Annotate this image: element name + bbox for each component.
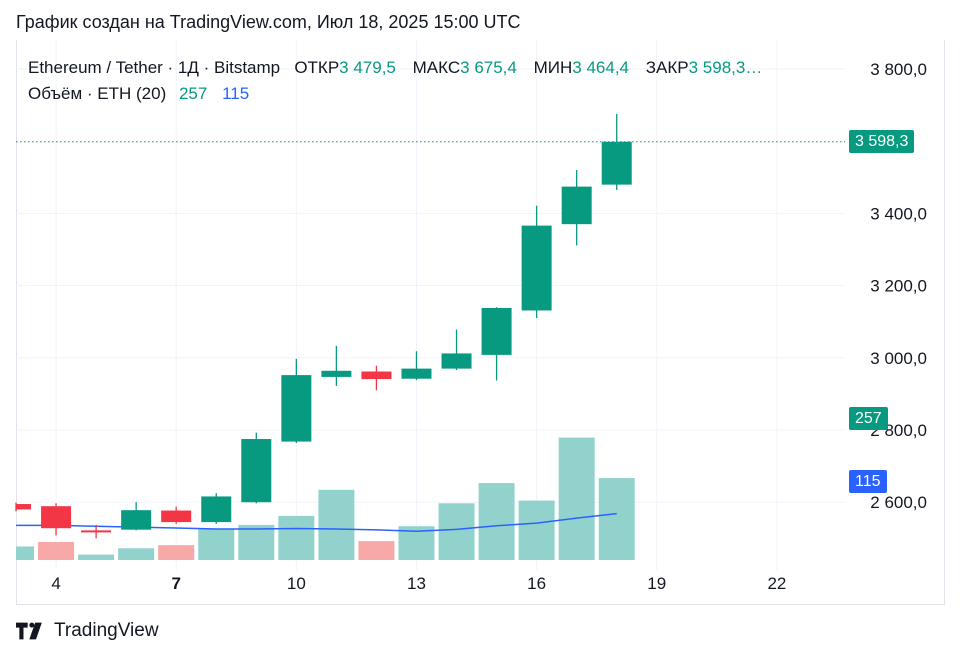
price-axis-label: 3 000,0 [870,349,927,368]
candle-body [241,439,272,503]
legend-open-value: 3 479,5 [339,58,396,77]
price-axis-label: 2 600,0 [870,493,927,512]
time-axis-label: 4 [51,574,60,593]
legend-low-value: 3 464,4 [572,58,630,77]
candle-body [201,496,232,523]
candle-up [281,358,312,443]
legend-low-label: МИН [533,58,573,77]
footer: TradingView [16,620,159,642]
candle-up [401,351,432,381]
time-axis: 4 7 10 13 16 19 22 [51,574,786,593]
time-axis-label: 22 [767,574,786,593]
candle-down [161,506,192,524]
candle-down [361,365,392,391]
candle-body [561,186,592,225]
candle-body [281,375,312,442]
candle-up [201,493,232,524]
volume-bar [318,489,355,560]
candle-up [241,432,272,504]
volume-bar [16,546,34,560]
candle-up [481,307,512,381]
candle-body [601,141,632,185]
candle-down [41,503,72,536]
candle-up [521,205,552,319]
volume-bar [38,542,75,560]
volume-legend-value: 257 [178,84,208,103]
candle-body [401,368,432,379]
legend-open-label: ОТКР [294,58,340,77]
volume-bar [158,545,195,560]
time-axis-label: 13 [407,574,426,593]
volume-legend: Объём · ETH (20) 257 115 [28,84,249,104]
volume-bar [278,515,315,560]
candle-body [321,370,352,377]
chart-caption: График создан на TradingView.com, Июл 18… [16,12,521,32]
candles [15,113,632,539]
candle-up [121,502,152,531]
candle-up [441,329,472,371]
price-axis-label: 3 400,0 [870,204,927,223]
legend-symbol[interactable]: Ethereum / Tether · 1Д · Bitstamp [28,58,281,77]
candle-body [441,353,472,369]
price-axis: 3 800,03 400,03 200,03 000,02 800,02 600… [870,60,927,512]
volume-bar [598,478,635,560]
time-axis-label: 19 [647,574,666,593]
candle-body [161,510,192,523]
time-axis-label: 7 [171,574,180,593]
price-axis-label: 3 200,0 [870,277,927,296]
candle-up [601,113,632,191]
candle-body [481,307,512,355]
candle-body [81,530,112,533]
volume-bar [358,541,395,560]
price-axis-label: 3 800,0 [870,60,927,79]
candle-down [15,502,31,512]
volume-bar [478,483,515,560]
candle-up [321,345,352,386]
volume-ma-legend-value: 115 [222,84,250,103]
candle-body [121,510,152,530]
volume-ma-line [16,512,617,532]
volume-bar [198,528,235,560]
candle-up [561,170,592,246]
volume-ma [16,512,617,532]
volume-ma-tag: 115 [849,470,887,494]
tradingview-logo-icon [16,622,42,640]
volume-tag: 257 [849,406,888,430]
candle-body [521,225,552,311]
time-axis-label: 10 [287,574,306,593]
time-axis-label: 16 [527,574,546,593]
tradingview-brand[interactable]: TradingView [54,620,159,641]
volume-bar [238,524,275,560]
volume-bar [558,437,595,560]
legend-high-value: 3 675,4 [460,58,517,77]
volume-bar [518,500,555,560]
candle-body [41,506,72,529]
legend-close-label: ЗАКР [645,58,689,77]
last-price-tag: 3 598,3 [849,130,915,154]
chart-frame [16,40,945,605]
volume-bar [78,554,115,560]
grid-lines [16,40,845,570]
legend-high-label: МАКС [412,58,461,77]
volume-bar [118,548,155,560]
volume-legend-label[interactable]: Объём · ETH (20) [28,84,167,103]
candle-body [361,371,392,380]
volume-bar [438,503,475,560]
legend-close-value: 3 598,3… [688,58,763,77]
ohlc-legend: Ethereum / Tether · 1Д · Bitstamp ОТКР3 … [28,58,774,78]
candle-body [16,504,31,510]
volume-bars [16,437,635,560]
candle-down [81,524,112,539]
